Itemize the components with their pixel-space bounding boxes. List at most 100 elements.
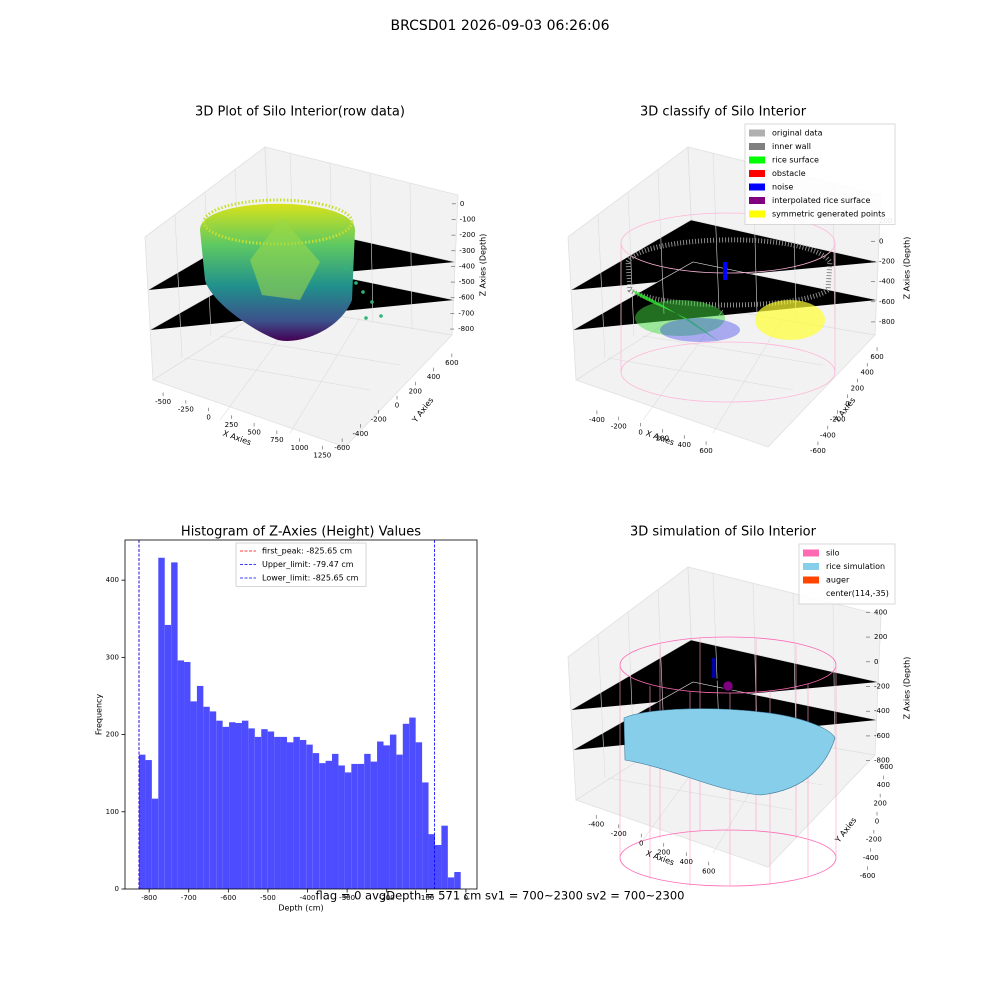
legend-label: Lower_limit: -825.65 cm bbox=[262, 574, 359, 583]
bar bbox=[312, 753, 320, 889]
x-tick-label: 1250 bbox=[313, 451, 331, 459]
bar bbox=[319, 763, 326, 889]
y-tick-label: 400 bbox=[427, 373, 440, 381]
bar bbox=[447, 877, 455, 889]
y-tick-label: -600 bbox=[860, 872, 876, 880]
y-tick-label: -600 bbox=[334, 444, 350, 452]
bar bbox=[184, 661, 191, 889]
y-tick-label: 0 bbox=[845, 400, 849, 408]
legend-label: noise bbox=[772, 183, 793, 192]
x-tick-label: -500 bbox=[155, 398, 171, 406]
y-tick-label: 100 bbox=[106, 808, 119, 816]
z-tick-label: -600 bbox=[874, 732, 890, 740]
x-tick-label: -400 bbox=[589, 416, 605, 424]
bar bbox=[389, 734, 397, 889]
y-tick-label: -600 bbox=[810, 447, 826, 455]
y-tick-label: 200 bbox=[409, 387, 422, 395]
bar bbox=[267, 731, 275, 889]
x-tick-label: -800 bbox=[141, 894, 157, 902]
footer: flag = 0 avgDepth = 571 cm sv1 = 700~230… bbox=[316, 889, 685, 903]
bar bbox=[274, 736, 281, 889]
bar bbox=[138, 754, 146, 889]
z-axis-label: Z Axies (Depth) bbox=[903, 237, 912, 300]
bar bbox=[351, 763, 358, 889]
panel-title: 3D Plot of Silo Interior(row data) bbox=[195, 105, 405, 120]
x-tick-label: 250 bbox=[225, 421, 238, 429]
bar bbox=[332, 753, 339, 889]
x-tick-label: -200 bbox=[611, 830, 627, 838]
bar bbox=[286, 742, 294, 889]
bar bbox=[248, 728, 255, 889]
x-tick-label: 0 bbox=[638, 428, 642, 436]
y-tick-label: -400 bbox=[820, 431, 836, 439]
y-tick-label: 400 bbox=[106, 576, 119, 584]
z-tick-label: 0 bbox=[874, 658, 878, 666]
bar bbox=[396, 754, 403, 889]
panel-title: 3D simulation of Silo Interior bbox=[630, 525, 817, 540]
y-tick-label: 300 bbox=[106, 653, 119, 661]
y-axis-label: Y Axies bbox=[410, 396, 436, 425]
x-tick-label: 200 bbox=[656, 435, 669, 443]
bar bbox=[241, 720, 249, 889]
legend-swatch bbox=[803, 576, 819, 584]
bar bbox=[415, 742, 423, 889]
z-tick-label: 0 bbox=[879, 237, 883, 245]
z-tick-label: -700 bbox=[458, 309, 474, 317]
z-tick-label: 400 bbox=[874, 608, 887, 616]
legend-label: silo bbox=[826, 549, 840, 558]
z-tick-label: -300 bbox=[459, 247, 475, 255]
legend-swatch bbox=[803, 563, 819, 570]
bar bbox=[164, 624, 172, 889]
z-tick-label: -600 bbox=[879, 298, 895, 306]
z-tick-label: -200 bbox=[459, 231, 475, 239]
z-tick-label: -800 bbox=[874, 757, 890, 765]
bar bbox=[229, 722, 236, 889]
y-axis-label: Y Axies bbox=[833, 816, 859, 845]
y-tick-label: 0 bbox=[395, 402, 399, 410]
legend-label: auger bbox=[826, 576, 850, 585]
z-tick-label: -200 bbox=[879, 257, 895, 265]
bar bbox=[344, 772, 352, 889]
bar bbox=[222, 726, 230, 889]
y-tick-label: 200 bbox=[851, 384, 864, 392]
legend-label: interpolated rice surface bbox=[772, 196, 870, 205]
x-tick-label: 0 bbox=[639, 839, 643, 847]
legend-swatch bbox=[749, 210, 765, 218]
x-tick-label: 500 bbox=[247, 429, 260, 437]
bar bbox=[151, 798, 159, 889]
x-tick-label: 600 bbox=[699, 447, 712, 455]
point-cloud bbox=[620, 212, 836, 403]
bar bbox=[158, 557, 165, 889]
bar bbox=[357, 763, 365, 889]
panel-title: 3D classify of Silo Interior bbox=[640, 105, 807, 120]
y-tick-label: 0 bbox=[875, 818, 879, 826]
x-tick-label: -500 bbox=[260, 894, 276, 902]
bar bbox=[190, 701, 197, 889]
y-tick-label: 600 bbox=[445, 359, 458, 367]
legend-box bbox=[744, 123, 896, 225]
bar bbox=[364, 753, 371, 889]
legend-swatch bbox=[749, 170, 765, 177]
x-tick-label: 0 bbox=[206, 413, 210, 421]
y-tick-label: 200 bbox=[106, 731, 119, 739]
x-tick-label: 600 bbox=[702, 867, 715, 875]
x-tick-label: -400 bbox=[588, 821, 604, 829]
x-tick-label: -600 bbox=[220, 894, 236, 902]
z-tick-label: -400 bbox=[874, 707, 890, 715]
bar bbox=[293, 736, 300, 889]
bar bbox=[209, 711, 217, 889]
legend-label: center(114,-35) bbox=[826, 589, 889, 598]
legend-swatch bbox=[749, 156, 765, 164]
x-tick-label: -200 bbox=[611, 422, 627, 430]
legend-swatch bbox=[749, 197, 765, 204]
legend-swatch bbox=[749, 183, 765, 191]
x-tick-label: 0 bbox=[464, 894, 468, 902]
y-tick-label: 600 bbox=[870, 353, 883, 361]
x-tick-label: -300 bbox=[339, 894, 355, 902]
z-tick-label: -400 bbox=[459, 262, 475, 270]
x-tick-label: -250 bbox=[178, 406, 194, 414]
y-tick-label: 0 bbox=[115, 885, 119, 893]
legend-box bbox=[235, 542, 367, 587]
bar bbox=[338, 765, 345, 889]
